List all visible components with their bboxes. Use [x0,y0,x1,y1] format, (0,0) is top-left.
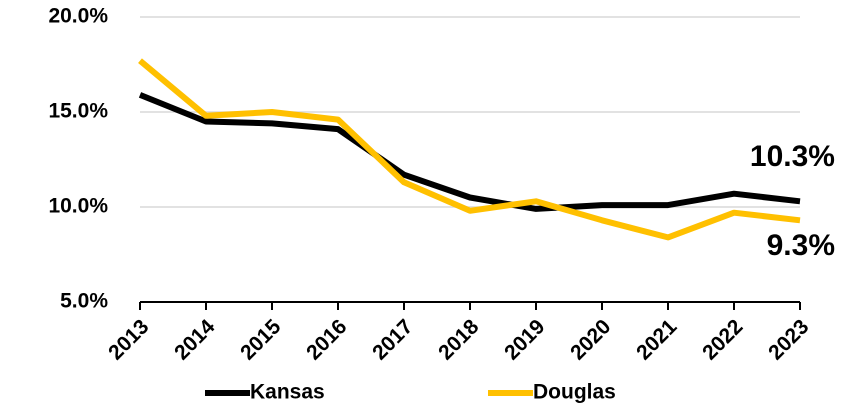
x-tick-label: 2021 [632,315,682,365]
x-tick-label: 2020 [566,315,615,364]
y-tick-label: 10.0% [48,195,108,218]
x-tick-label: 2013 [104,315,153,364]
x-tick-label: 2016 [302,315,351,364]
x-tick-label: 2017 [368,315,417,364]
series-line [138,58,801,241]
annotation: 9.3% [767,229,835,262]
legend-label: Douglas [533,381,616,404]
x-tick-label: 2019 [500,315,549,364]
y-tick-label: 20.0% [48,5,108,28]
x-tick-label: 2022 [698,315,747,364]
series-line [138,92,801,212]
x-tick-label: 2018 [434,315,484,365]
y-tick-label: 15.0% [48,100,108,123]
legend-label: Kansas [250,381,325,404]
x-tick-label: 2014 [170,315,220,365]
annotation: 10.3% [750,140,835,173]
x-tick-label: 2015 [236,315,286,365]
y-tick-label: 5.0% [60,290,108,313]
x-tick-label: 2023 [764,315,813,364]
